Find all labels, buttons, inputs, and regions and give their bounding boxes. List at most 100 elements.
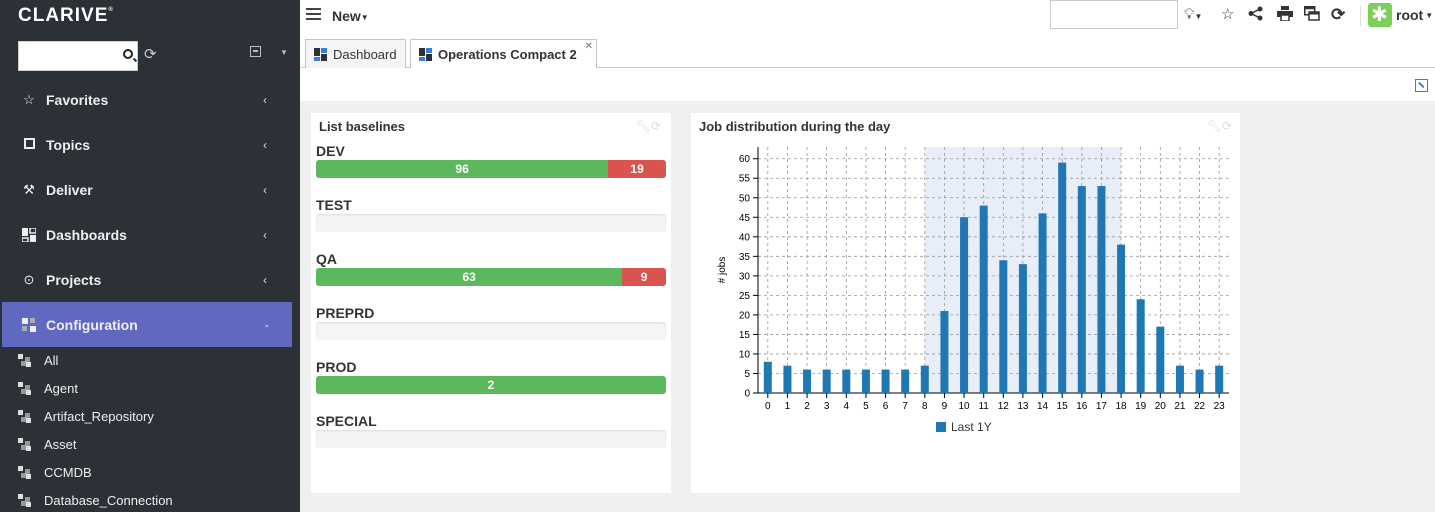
- baseline-progress-bar[interactable]: [316, 214, 666, 232]
- tab-operations-compact-2[interactable]: Operations Compact 2 ✕: [410, 39, 597, 69]
- config-item-label: Artifact_Repository: [44, 408, 154, 424]
- sidebar-search-input[interactable]: [18, 41, 138, 71]
- wrench-icon[interactable]: 🔧︎: [1207, 119, 1223, 133]
- y-tick-label: 15: [739, 330, 751, 341]
- refresh-icon[interactable]: ⟳: [1331, 5, 1346, 24]
- x-tick-label: 20: [1155, 401, 1167, 412]
- share-icon[interactable]: [1248, 6, 1263, 26]
- config-item[interactable]: Database_Connection: [18, 489, 173, 511]
- bar: [1215, 365, 1224, 393]
- baseline-ok-segment[interactable]: 96: [316, 160, 609, 178]
- nav-label: Topics: [46, 136, 91, 153]
- chevron-left-icon: ‹: [263, 182, 267, 197]
- caret-down-icon[interactable]: ▼: [280, 48, 288, 57]
- search-icon[interactable]: [123, 49, 133, 59]
- tab-strip: Dashboard Operations Compact 2 ✕: [300, 33, 1435, 69]
- bar: [1077, 186, 1086, 393]
- x-tick-label: 21: [1174, 401, 1186, 412]
- config-item[interactable]: CCMDB: [18, 461, 92, 483]
- baseline-fail-segment[interactable]: 9: [622, 268, 666, 286]
- x-tick-label: 9: [942, 401, 948, 412]
- bar: [1117, 244, 1126, 393]
- square-icon: [22, 137, 36, 152]
- hammer-icon: ⚒: [23, 181, 35, 197]
- baseline-name: SPECIAL: [316, 413, 377, 429]
- dashboard-icon: [21, 226, 37, 243]
- config-item[interactable]: All: [18, 349, 58, 371]
- user-menu[interactable]: root ▼: [1368, 2, 1433, 27]
- x-tick-label: 0: [765, 401, 771, 412]
- target-icon: ⊙: [23, 271, 35, 287]
- chart-title: Job distribution during the day: [699, 119, 891, 134]
- collapse-icon[interactable]: [250, 46, 261, 57]
- baseline-name: TEST: [316, 197, 352, 213]
- x-tick-label: 13: [1017, 401, 1029, 412]
- config-item-label: All: [44, 352, 59, 368]
- window-icon[interactable]: [1304, 6, 1320, 26]
- refresh-icon[interactable]: ⟳: [651, 119, 662, 133]
- bar: [783, 365, 792, 393]
- x-tick-label: 3: [824, 401, 830, 412]
- toolbar-divider: [1360, 6, 1361, 26]
- x-tick-label: 15: [1057, 401, 1069, 412]
- wrench-icon[interactable]: 🔧︎: [636, 119, 652, 133]
- global-search-input[interactable]: [1050, 0, 1178, 29]
- sidebar: CLARIVE® ⟳ ▼ ☆ Favorites ‹ Topics ‹ ⚒ De…: [0, 0, 300, 512]
- nav-item-favorites[interactable]: ☆ Favorites ‹: [2, 77, 292, 122]
- refresh-icon[interactable]: ⟳: [144, 46, 157, 63]
- baseline-progress-bar[interactable]: [316, 430, 666, 448]
- baseline-progress-bar[interactable]: 2: [316, 376, 666, 394]
- baseline-progress-bar[interactable]: 63 9: [316, 268, 666, 286]
- nav-item-configuration[interactable]: Configuration ⌄: [2, 302, 292, 347]
- star-icon[interactable]: ☆: [1221, 6, 1235, 23]
- nav-item-deliver[interactable]: ⚒ Deliver ‹: [2, 167, 292, 212]
- config-item[interactable]: Artifact_Repository: [18, 405, 154, 427]
- tab-dashboard[interactable]: Dashboard: [305, 39, 406, 68]
- y-tick-label: 5: [744, 369, 750, 380]
- config-item-icon: [18, 493, 31, 507]
- refresh-icon[interactable]: ⟳: [1222, 119, 1233, 133]
- x-tick-label: 14: [1037, 401, 1049, 412]
- bar: [1195, 369, 1204, 393]
- new-menu-button[interactable]: New▼: [332, 8, 369, 24]
- legend-label: Last 1Y: [951, 420, 992, 434]
- hamburger-menu-icon[interactable]: [306, 8, 321, 23]
- nav-item-topics[interactable]: Topics ‹: [2, 122, 292, 167]
- baseline-name: PREPRD: [316, 305, 375, 321]
- x-tick-label: 11: [978, 401, 989, 412]
- top-bar: New▼ 💡︎▼ ☆ ⟳ root ▼: [300, 0, 1435, 33]
- chevron-down-icon: ⌄: [263, 319, 271, 329]
- x-tick-label: 23: [1214, 401, 1226, 412]
- baseline-ok-segment[interactable]: 63: [316, 268, 623, 286]
- bar: [1058, 162, 1067, 393]
- bar: [979, 205, 988, 393]
- bar: [1136, 299, 1145, 393]
- x-tick-label: 12: [998, 401, 1010, 412]
- config-item[interactable]: Asset: [18, 433, 77, 455]
- close-icon[interactable]: ✕: [584, 41, 593, 52]
- config-item-label: Database_Connection: [44, 492, 173, 508]
- nav-item-projects[interactable]: ⊙ Projects ‹: [2, 257, 292, 302]
- config-item[interactable]: Agent: [18, 377, 78, 399]
- dashboard-icon: [419, 48, 432, 61]
- y-tick-label: 20: [739, 310, 751, 321]
- bar: [1097, 186, 1106, 393]
- chevron-left-icon: ‹: [263, 227, 267, 242]
- y-tick-label: 40: [739, 232, 751, 243]
- lightbulb-icon[interactable]: 💡︎▼: [1184, 6, 1203, 23]
- expand-icon[interactable]: [1415, 79, 1428, 92]
- nav-item-dashboards[interactable]: Dashboards ‹: [2, 212, 292, 257]
- x-tick-label: 1: [785, 401, 791, 412]
- clarive-logo[interactable]: CLARIVE®: [18, 5, 114, 26]
- baseline-progress-bar[interactable]: 96 19: [316, 160, 666, 178]
- baseline-name: QA: [316, 251, 337, 267]
- x-tick-label: 6: [883, 401, 889, 412]
- baseline-name: DEV: [316, 143, 345, 159]
- dashboard-toolbar: [300, 68, 1435, 101]
- baseline-progress-bar[interactable]: [316, 322, 666, 340]
- baseline-ok-segment[interactable]: 2: [316, 376, 666, 394]
- y-tick-label: 60: [739, 154, 751, 165]
- print-icon[interactable]: [1277, 6, 1293, 26]
- baseline-fail-segment[interactable]: 19: [608, 160, 666, 178]
